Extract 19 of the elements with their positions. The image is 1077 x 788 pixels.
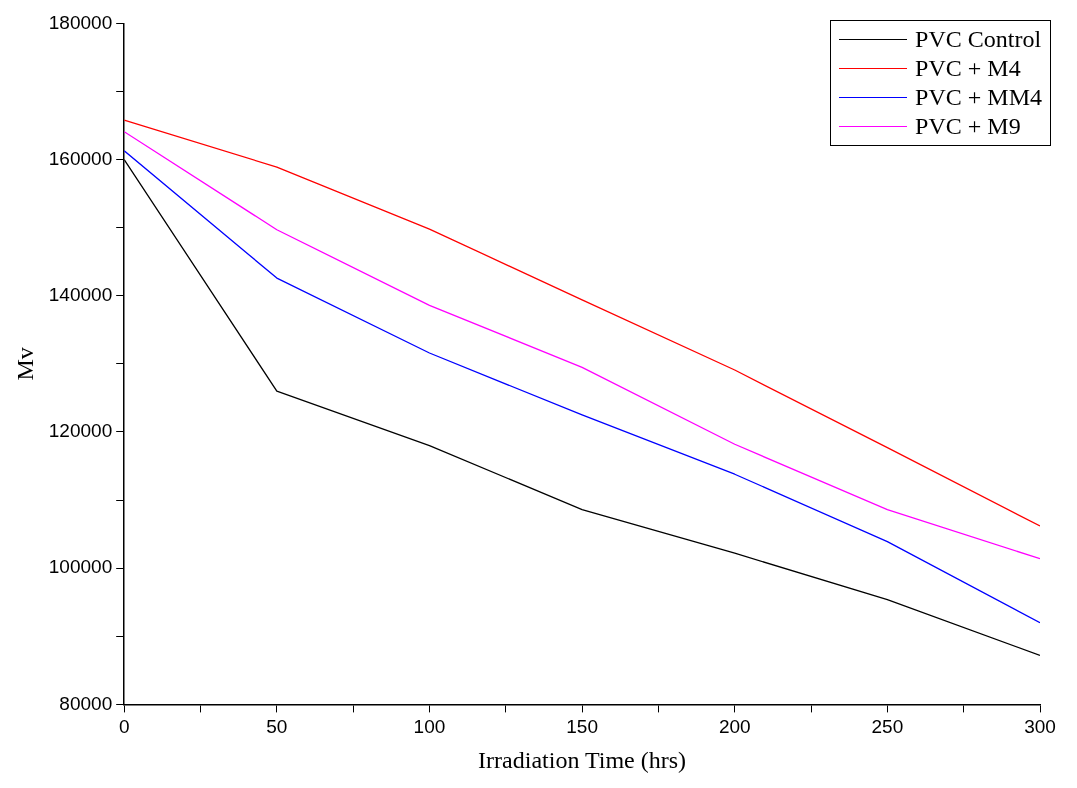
x-axis-title: Irradiation Time (hrs) <box>478 746 687 773</box>
legend-label: PVC Control <box>915 25 1042 54</box>
x-tick-label: 100 <box>413 716 446 738</box>
x-tick-label: 150 <box>566 716 598 738</box>
legend-label: PVC + M9 <box>915 112 1021 141</box>
y-tick-label: 140000 <box>48 284 113 306</box>
x-tick-label: 50 <box>266 716 288 738</box>
x-tick-label: 0 <box>118 716 130 738</box>
y-tick-label: 80000 <box>59 692 113 714</box>
x-tick-label: 300 <box>1024 716 1056 738</box>
legend-label: PVC + MM4 <box>915 83 1042 112</box>
y-tick-label: 180000 <box>48 11 113 33</box>
x-tick-label: 200 <box>718 716 751 738</box>
y-tick-label: 120000 <box>48 420 113 442</box>
y-tick-label: 100000 <box>48 556 113 578</box>
y-axis-title: Mv <box>11 347 38 381</box>
x-tick-label: 250 <box>871 716 904 738</box>
y-tick-label: 160000 <box>48 147 113 169</box>
legend-label: PVC + M4 <box>915 54 1021 83</box>
